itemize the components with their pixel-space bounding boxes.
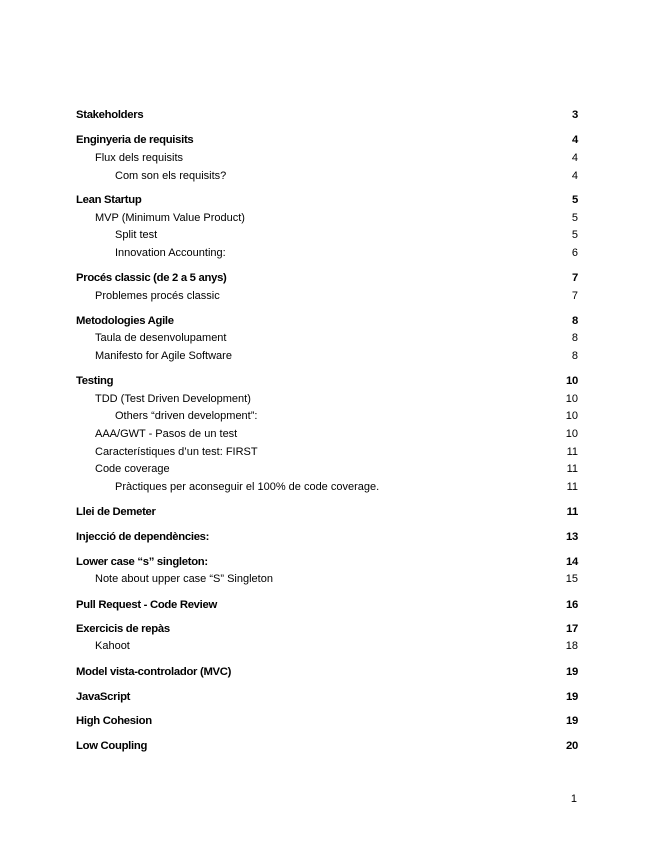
toc-subentry[interactable]: Com son els requisits? 4 xyxy=(0,168,578,184)
toc-heading[interactable]: Metodologies Agile 8 xyxy=(0,313,578,329)
toc-heading[interactable]: Exercicis de repàs 17 xyxy=(0,621,578,637)
toc-entry-title: Code coverage xyxy=(95,463,170,475)
toc-heading[interactable]: High Cohesion 19 xyxy=(0,713,578,729)
toc-entry-page: 6 xyxy=(571,247,578,259)
toc-heading[interactable]: Low Coupling 20 xyxy=(0,738,578,754)
toc-entry-page: 3 xyxy=(572,109,578,121)
toc-entry-title: AAA/GWT - Pasos de un test xyxy=(95,428,238,440)
toc-entry-title: High Cohesion xyxy=(76,715,152,727)
toc-heading[interactable]: Pull Request - Code Review 16 xyxy=(0,597,578,613)
toc-subentry[interactable]: Flux dels requisits 4 xyxy=(0,150,578,166)
toc-entry-page: 19 xyxy=(566,666,578,678)
toc-subentry[interactable]: MVP (Minimum Value Product) 5 xyxy=(0,210,578,226)
toc-entry-page: 11 xyxy=(566,481,578,493)
toc-subentry[interactable]: Problemes procés classic 7 xyxy=(0,288,578,304)
toc-entry-title: Taula de desenvolupament xyxy=(95,332,227,344)
toc-entry-page: 16 xyxy=(566,599,578,611)
toc-entry-page: 8 xyxy=(571,350,578,362)
toc-entry-title: Característiques d’un test: FIRST xyxy=(95,446,258,458)
toc-entry-title: Kahoot xyxy=(95,640,130,652)
toc-subentry[interactable]: Code coverage 11 xyxy=(0,461,578,477)
page-number: 1 xyxy=(570,793,577,805)
toc-entry-title: Lean Startup xyxy=(76,194,142,206)
toc-entry-page: 19 xyxy=(566,715,578,727)
toc-entry-title: Injecció de dependències: xyxy=(76,531,210,543)
toc-entry-page: 10 xyxy=(566,375,578,387)
toc-subentry[interactable]: AAA/GWT - Pasos de un test 10 xyxy=(0,426,578,442)
toc-entry-title: Pull Request - Code Review xyxy=(76,599,217,611)
toc-entry-page: 18 xyxy=(565,640,578,652)
toc-subentry[interactable]: TDD (Test Driven Development) 10 xyxy=(0,391,578,407)
toc-entry-page: 5 xyxy=(572,194,578,206)
toc-entry-page: 11 xyxy=(566,446,578,458)
toc-entry-title: Exercicis de repàs xyxy=(76,623,170,635)
toc-entry-page: 11 xyxy=(566,463,578,475)
toc-entry-title: Llei de Demeter xyxy=(76,506,156,518)
toc-heading[interactable]: Procés classic (de 2 a 5 anys) 7 xyxy=(0,270,578,286)
toc-entry-page: 8 xyxy=(572,315,578,327)
toc-entry-title: Model vista-controlador (MVC) xyxy=(76,666,232,678)
toc-entry-page: 10 xyxy=(565,393,578,405)
toc-heading[interactable]: Lean Startup 5 xyxy=(0,192,578,208)
toc-entry-title: TDD (Test Driven Development) xyxy=(95,393,251,405)
toc-subentry[interactable]: Split test 5 xyxy=(0,227,578,243)
toc-heading[interactable]: Llei de Demeter 11 xyxy=(0,504,578,520)
toc-entry-page: 13 xyxy=(566,531,578,543)
toc-heading[interactable]: Injecció de dependències: 13 xyxy=(0,529,578,545)
toc-entry-title: Split test xyxy=(115,229,158,241)
toc-entry-title: Lower case “s” singleton: xyxy=(76,556,208,568)
toc-entry-title: Enginyeria de requisits xyxy=(76,134,194,146)
toc-entry-page: 10 xyxy=(565,410,578,422)
toc-entry-title: Note about upper case “S” Singleton xyxy=(95,573,273,585)
toc-entry-page: 14 xyxy=(566,556,578,568)
toc-subentry[interactable]: Pràctiques per aconseguir el 100% de cod… xyxy=(0,479,578,495)
toc-entry-page: 4 xyxy=(571,170,578,182)
toc-entry-page: 11 xyxy=(566,506,579,518)
toc-subentry[interactable]: Taula de desenvolupament 8 xyxy=(0,330,578,346)
toc-entry-page: 7 xyxy=(571,290,578,302)
toc-entry-title: Others “driven development”: xyxy=(115,410,258,422)
toc-entry-title: Com son els requisits? xyxy=(115,170,227,182)
toc-entry-page: 5 xyxy=(571,229,578,241)
toc-entry-page: 15 xyxy=(565,573,578,585)
toc-entry-page: 5 xyxy=(571,212,578,224)
toc-subentry[interactable]: Note about upper case “S” Singleton 15 xyxy=(0,571,578,587)
toc-entry-title: Innovation Accounting: xyxy=(115,247,226,259)
toc-entry-page: 8 xyxy=(571,332,578,344)
toc-entry-page: 10 xyxy=(565,428,578,440)
toc-entry-page: 4 xyxy=(572,134,578,146)
toc-heading[interactable]: Model vista-controlador (MVC) 19 xyxy=(0,664,578,680)
toc-heading[interactable]: Stakeholders 3 xyxy=(0,107,578,123)
toc-heading[interactable]: Enginyeria de requisits 4 xyxy=(0,132,578,148)
toc-subentry[interactable]: Others “driven development”: 10 xyxy=(0,408,578,424)
toc-subentry[interactable]: Característiques d’un test: FIRST 11 xyxy=(0,444,578,460)
toc-heading[interactable]: Testing 10 xyxy=(0,373,578,389)
toc-subentry[interactable]: Kahoot 18 xyxy=(0,638,578,654)
toc-entry-title: Testing xyxy=(76,375,114,387)
toc-entry-title: Low Coupling xyxy=(76,740,148,752)
toc-heading[interactable]: JavaScript 19 xyxy=(0,689,578,705)
toc-entry-title: Stakeholders xyxy=(76,109,144,121)
toc-entry-page: 4 xyxy=(571,152,578,164)
toc-entry-title: JavaScript xyxy=(76,691,131,703)
toc-entry-title: MVP (Minimum Value Product) xyxy=(95,212,245,224)
toc-entry-title: Problemes procés classic xyxy=(95,290,220,302)
toc-entry-title: Metodologies Agile xyxy=(76,315,174,327)
toc-entry-title: Manifesto for Agile Software xyxy=(95,350,232,362)
toc-entry-page: 20 xyxy=(566,740,578,752)
toc-heading[interactable]: Lower case “s” singleton: 14 xyxy=(0,554,578,570)
toc-entry-title: Procés classic (de 2 a 5 anys) xyxy=(76,272,227,284)
toc-entry-title: Flux dels requisits xyxy=(95,152,184,164)
toc-entry-page: 7 xyxy=(572,272,578,284)
toc-entry-title: Pràctiques per aconseguir el 100% de cod… xyxy=(115,481,380,493)
toc-subentry[interactable]: Manifesto for Agile Software 8 xyxy=(0,348,578,364)
toc-entry-page: 17 xyxy=(566,623,578,635)
toc-entry-page: 19 xyxy=(566,691,578,703)
toc-subentry[interactable]: Innovation Accounting: 6 xyxy=(0,245,578,261)
